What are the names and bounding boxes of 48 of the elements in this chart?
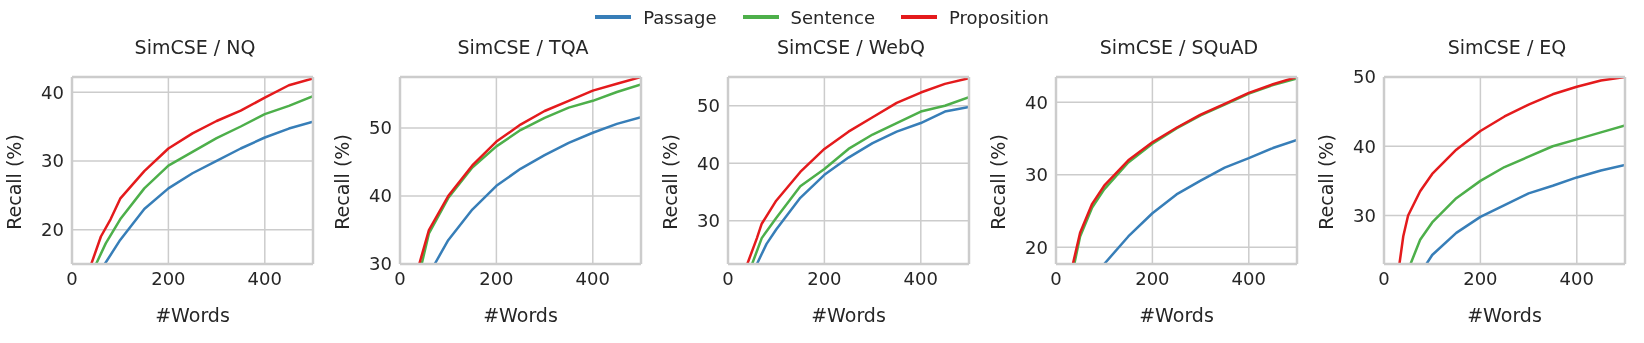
- x-tick-label: 200: [1135, 267, 1170, 289]
- y-tick-label: 40: [369, 185, 392, 207]
- x-axis-title: #Words: [1139, 304, 1214, 326]
- legend-label: Proposition: [948, 6, 1049, 28]
- x-tick-label: 400: [247, 267, 282, 289]
- y-tick-label: 50: [369, 117, 392, 139]
- y-tick-label: 30: [41, 150, 64, 172]
- y-tick-label: 30: [1025, 164, 1048, 186]
- x-tick-label: 0: [66, 267, 78, 289]
- legend-label: Sentence: [790, 6, 875, 28]
- y-tick-label: 30: [697, 210, 720, 232]
- y-tick-label: 20: [1025, 236, 1048, 258]
- y-axis-title: Recall (%): [1315, 134, 1337, 230]
- x-tick-label: 0: [1050, 267, 1062, 289]
- x-tick-label: 200: [479, 267, 514, 289]
- x-tick-label: 400: [1559, 267, 1594, 289]
- x-tick-label: 200: [1463, 267, 1498, 289]
- y-tick-label: 20: [41, 219, 64, 241]
- y-tick-label: 30: [1353, 204, 1376, 226]
- x-tick-label: 0: [1378, 267, 1390, 289]
- y-tick-label: 50: [1353, 66, 1376, 88]
- chart-title: SimCSE / WebQ: [775, 36, 926, 60]
- x-axis-title: #Words: [483, 304, 558, 326]
- x-tick-label: 200: [807, 267, 842, 289]
- y-tick-label: 50: [697, 95, 720, 117]
- x-tick-label: 400: [575, 267, 610, 289]
- x-axis-title: #Words: [811, 304, 886, 326]
- y-axis-title: Recall (%): [987, 134, 1009, 230]
- y-axis-title: Recall (%): [331, 134, 353, 230]
- x-axis-title: #Words: [155, 304, 230, 326]
- chart-title: SimCSE / EQ: [1446, 36, 1568, 60]
- y-tick-label: 40: [697, 152, 720, 174]
- x-axis-title: #Words: [1467, 304, 1542, 326]
- chart-title: SimCSE / TQA: [456, 36, 590, 60]
- y-tick-label: 40: [41, 81, 64, 103]
- x-tick-label: 0: [722, 267, 734, 289]
- chart-title: SimCSE / SQuAD: [1098, 36, 1260, 60]
- x-tick-label: 400: [1231, 267, 1266, 289]
- x-tick-label: 400: [903, 267, 938, 289]
- y-axis-title: Recall (%): [3, 134, 25, 230]
- y-tick-label: 40: [1353, 135, 1376, 157]
- y-tick-label: 30: [369, 253, 392, 275]
- x-tick-label: 200: [151, 267, 186, 289]
- y-axis-title: Recall (%): [659, 134, 681, 230]
- y-tick-label: 40: [1025, 91, 1048, 113]
- legend-label: Passage: [643, 6, 717, 28]
- x-tick-label: 0: [394, 267, 406, 289]
- chart-title: SimCSE / NQ: [133, 36, 257, 60]
